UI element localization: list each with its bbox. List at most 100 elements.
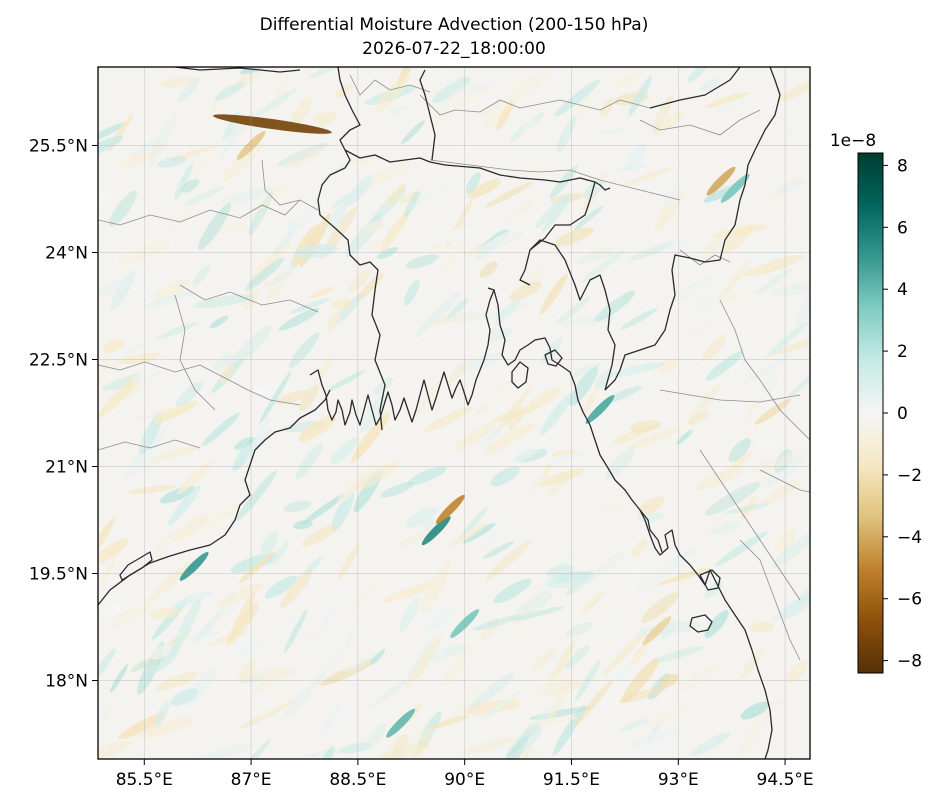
field-streak [449,84,495,113]
y-tick-label: 25.5°N [29,136,88,156]
field-streak [644,704,693,727]
field-feature-positive-south [386,708,416,738]
nepal-border [174,67,301,73]
field-streak [658,358,678,374]
field-streak [606,362,665,378]
field-streak [501,167,545,182]
field-streak [216,127,239,154]
field-streak [714,99,751,114]
field-streak [276,390,309,405]
field-streak [99,694,118,725]
field-streak [629,241,676,261]
field-streak [420,138,473,178]
field-streak [787,368,810,399]
y-tick-label: 19.5°N [29,565,88,585]
map-frame [97,66,811,760]
field-streak [527,468,546,498]
field-streak [398,191,422,204]
field-streak [222,143,263,181]
x-tick-label: 87°E [231,770,272,790]
field-streak [493,578,532,604]
field-streak [705,351,744,381]
field-streak [337,544,360,580]
field-streak [634,557,681,596]
field-streak [725,503,770,514]
field-streak [177,459,214,495]
state-border [261,159,319,211]
field-streak [526,699,567,727]
field-streak [101,602,121,617]
field-streak [510,74,551,84]
field-streak [156,322,199,340]
state-border [174,294,216,411]
field-streak [676,429,693,445]
field-streak [424,643,468,663]
field-streak [128,267,169,294]
field-streak [772,595,810,621]
field-streak [373,376,393,395]
field-streak [551,448,577,458]
myanmar-border-east [649,67,741,109]
field-streak [496,100,514,131]
field-streak [554,79,601,117]
field-streak [109,190,137,227]
field-streak [581,249,625,283]
field-streak [283,632,324,646]
field-streak [784,128,808,151]
field-streak [298,415,336,443]
field-streak [721,288,773,303]
field-streak [716,258,753,304]
x-tick-label: 93°E [658,770,699,790]
field-streak [442,643,473,688]
field-streak [427,227,488,243]
field-streak [486,327,513,342]
field-streak [717,173,748,191]
field-feature-waves-ne-pos [720,173,750,203]
field-streak [170,688,198,706]
field-streak [700,78,721,92]
field-streak [330,437,358,465]
island-cheduba [699,569,721,591]
field-streak [543,679,583,696]
field-streak [219,265,237,278]
field-streak [756,268,793,295]
field-streak [103,339,124,353]
field-streak [99,556,118,585]
field-streak [116,143,167,169]
field-streak [405,507,438,528]
x-tick-label: 90°E [444,770,485,790]
field-streak [695,466,745,491]
field-streak [673,276,713,302]
field-streak [148,607,181,620]
field-streak [322,746,335,759]
field-streak [288,332,320,369]
field-streak [687,67,711,83]
field-streak [545,564,575,578]
field-streak [243,667,296,683]
field-streak [631,741,690,754]
field-streak [260,531,279,556]
field-streak [364,723,386,752]
field-streak [280,569,313,608]
field-streak [776,69,796,90]
field-streak [290,298,329,314]
field-streak [508,281,543,301]
field-streak [531,647,557,671]
field-streak [572,363,601,377]
field-streak [744,255,804,276]
gridlines [98,67,810,759]
field-streak [110,664,128,693]
field-streak [449,522,489,547]
field-streak [98,740,134,759]
field-streak [421,558,452,613]
field-streak [540,392,573,436]
bangladesh-meghalaya-border [419,69,436,161]
field-feature-negative-patch-south [435,494,465,524]
field-streak [504,680,541,732]
field-streak [622,167,673,187]
tripura-loop [529,239,616,391]
field-streak [148,445,202,462]
field-streak [494,735,529,759]
field-streak [159,485,196,504]
